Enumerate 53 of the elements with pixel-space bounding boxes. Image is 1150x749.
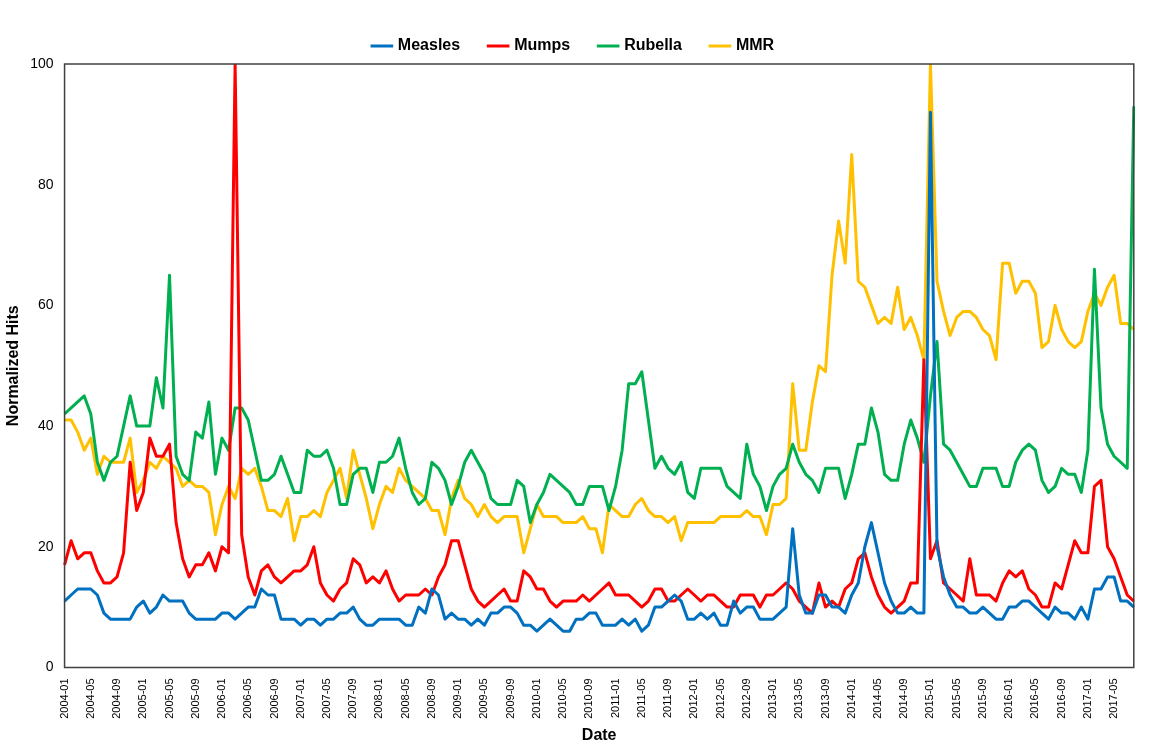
x-tick-label: 2008-09 (424, 678, 437, 719)
x-tick-label: 2011-01 (608, 678, 621, 718)
x-tick-label: 2006-05 (241, 678, 254, 719)
x-tick-label: 2005-05 (162, 678, 175, 719)
y-tick-label: 20 (37, 537, 54, 554)
x-tick-label: 2011-09 (661, 678, 674, 718)
x-tick-label: 2006-01 (215, 678, 228, 719)
x-tick-label: 2013-01 (766, 678, 779, 719)
x-tick-label: 2006-09 (267, 678, 280, 719)
x-tick-label: 2007-05 (319, 678, 332, 719)
x-tick-label: 2005-09 (188, 678, 201, 719)
x-tick-label: 2015-01 (923, 678, 936, 719)
y-tick-label: 60 (37, 296, 54, 313)
x-tick-label: 2013-09 (818, 678, 831, 719)
y-tick-label: 100 (30, 54, 54, 71)
x-tick-label: 2016-09 (1054, 678, 1067, 719)
x-tick-label: 2016-01 (1002, 678, 1015, 719)
y-tick-label: 40 (37, 416, 54, 433)
x-tick-label: 2015-05 (949, 678, 962, 719)
x-tick-label: 2007-09 (346, 678, 359, 719)
x-tick-label: 2007-01 (293, 678, 306, 719)
x-axis-title: Date (581, 725, 617, 743)
x-tick-label: 2016-05 (1028, 678, 1041, 719)
legend-label: MMR (735, 36, 775, 54)
y-tick-label: 0 (45, 658, 54, 675)
x-tick-label: 2012-09 (739, 678, 752, 719)
x-tick-label: 2014-01 (844, 678, 857, 719)
x-tick-label: 2010-09 (582, 678, 595, 719)
x-tick-label: 2015-09 (975, 678, 988, 719)
x-tick-label: 2010-05 (556, 678, 569, 719)
x-tick-label: 2005-01 (136, 678, 149, 719)
x-tick-label: 2004-09 (110, 678, 123, 719)
x-tick-label: 2004-05 (83, 678, 96, 719)
x-tick-label: 2013-05 (792, 678, 805, 719)
x-tick-label: 2009-09 (503, 678, 516, 719)
x-tick-label: 2012-05 (713, 678, 726, 719)
x-tick-label: 2014-05 (871, 678, 883, 719)
legend-label: Measles (397, 36, 461, 54)
x-tick-label: 2017-01 (1080, 678, 1093, 719)
x-tick-label: 2012-01 (687, 678, 700, 719)
x-tick-label: 2009-05 (477, 678, 490, 719)
x-tick-label: 2004-01 (57, 678, 70, 719)
x-tick-label: 2014-09 (897, 678, 910, 719)
x-tick-label: 2009-01 (451, 678, 464, 719)
legend-label: Rubella (624, 36, 683, 54)
x-tick-label: 2011-05 (634, 678, 647, 718)
x-tick-label: 2017-05 (1107, 678, 1120, 719)
y-axis-title: Normalized Hits (4, 305, 22, 427)
x-tick-label: 2008-01 (372, 678, 385, 719)
x-tick-label: 2010-01 (529, 678, 542, 719)
x-tick-label: 2008-05 (398, 678, 411, 719)
legend-label: Mumps (514, 36, 571, 54)
y-tick-label: 80 (37, 175, 54, 192)
